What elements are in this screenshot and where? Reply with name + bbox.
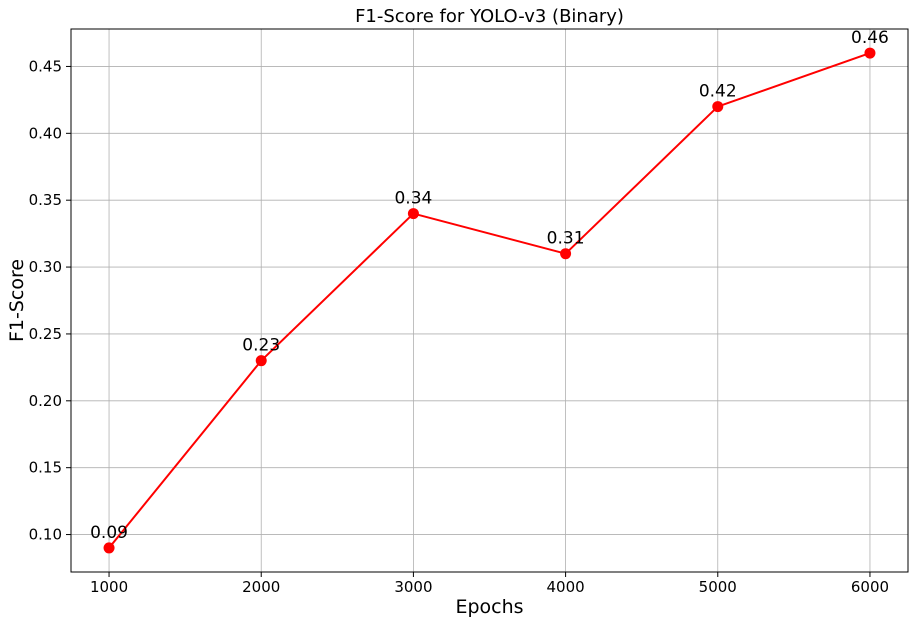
data-label: 0.31: [547, 229, 585, 249]
y-tick-label: 0.45: [29, 57, 62, 75]
data-labels: 0.09 0.23 0.34 0.31 0.42 0.46: [90, 28, 889, 543]
axis-ticks: 1000 2000 3000 4000 5000 6000 0.10 0.15 0.20 0.25…: [29, 57, 889, 596]
y-tick-label: 0.15: [29, 459, 62, 477]
data-point: [255, 355, 267, 367]
data-point: [103, 542, 115, 554]
plot-area-frame: [70, 28, 909, 573]
data-label: 0.34: [394, 189, 432, 209]
data-point: [407, 208, 419, 220]
x-tick-label: 6000: [851, 578, 889, 596]
data-point: [560, 248, 572, 260]
data-label: 0.42: [699, 82, 737, 102]
x-tick-label: 5000: [699, 578, 737, 596]
y-tick-label: 0.25: [29, 325, 62, 343]
data-point: [712, 101, 724, 113]
data-label: 0.46: [851, 28, 889, 48]
y-axis-title: F1-Score: [6, 259, 28, 342]
y-tick-label: 0.40: [29, 124, 62, 142]
x-tick-label: 1000: [90, 578, 128, 596]
x-tick-label: 3000: [394, 578, 432, 596]
x-tick-label: 4000: [546, 578, 584, 596]
grid: [71, 29, 908, 572]
y-tick-label: 0.20: [29, 392, 62, 410]
y-tick-label: 0.35: [29, 191, 62, 209]
data-label: 0.23: [242, 336, 280, 356]
y-tick-label: 0.30: [29, 258, 62, 276]
data-point: [864, 47, 876, 59]
data-label: 0.09: [90, 523, 128, 543]
series-line: [108, 52, 871, 549]
y-tick-label: 0.10: [29, 526, 62, 544]
series: [103, 47, 876, 554]
x-axis-title: Epochs: [455, 596, 523, 618]
x-tick-label: 2000: [242, 578, 280, 596]
chart-title: F1-Score for YOLO-v3 (Binary): [355, 6, 624, 27]
